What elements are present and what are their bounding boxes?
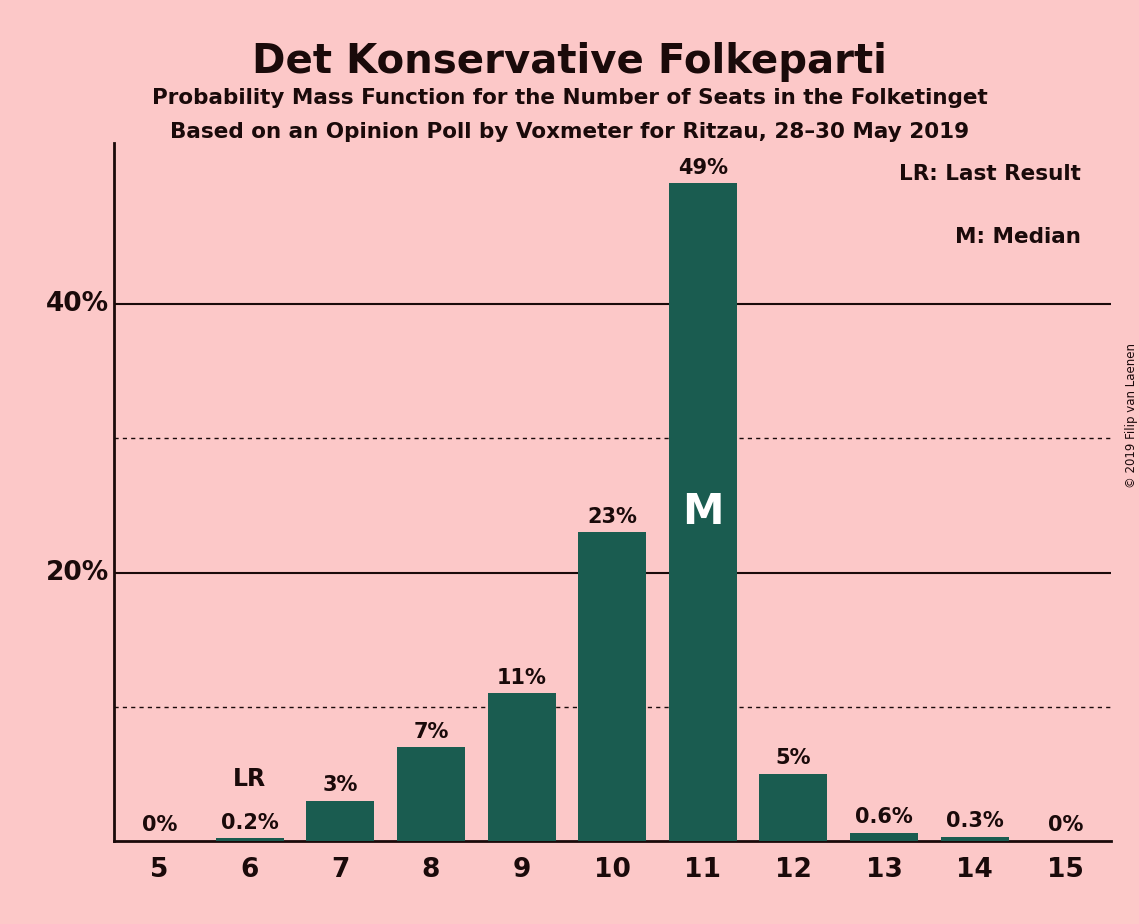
Text: Det Konservative Folkeparti: Det Konservative Folkeparti: [252, 42, 887, 81]
Text: M: Median: M: Median: [954, 227, 1081, 247]
Text: 0%: 0%: [1048, 816, 1083, 835]
Text: 23%: 23%: [588, 507, 637, 527]
Text: 20%: 20%: [46, 560, 109, 586]
Text: 11%: 11%: [497, 668, 547, 687]
Bar: [398, 747, 465, 841]
Text: 0%: 0%: [141, 816, 177, 835]
Text: © 2019 Filip van Laenen: © 2019 Filip van Laenen: [1124, 344, 1138, 488]
Bar: [850, 833, 918, 841]
Text: LR: Last Result: LR: Last Result: [899, 164, 1081, 184]
Bar: [760, 773, 827, 841]
Text: M: M: [682, 492, 723, 533]
Bar: [579, 532, 646, 841]
Text: 0.6%: 0.6%: [855, 808, 912, 827]
Text: 5%: 5%: [776, 748, 811, 769]
Text: 0.2%: 0.2%: [221, 813, 279, 833]
Bar: [941, 837, 1009, 841]
Text: LR: LR: [233, 767, 267, 791]
Text: 0.3%: 0.3%: [945, 811, 1003, 832]
Bar: [215, 838, 284, 841]
Text: 7%: 7%: [413, 722, 449, 742]
Text: 40%: 40%: [47, 291, 109, 317]
Text: 49%: 49%: [678, 158, 728, 178]
Bar: [669, 184, 737, 841]
Text: Probability Mass Function for the Number of Seats in the Folketinget: Probability Mass Function for the Number…: [151, 88, 988, 108]
Bar: [306, 800, 375, 841]
Bar: [487, 693, 556, 841]
Text: 3%: 3%: [322, 775, 358, 796]
Text: Based on an Opinion Poll by Voxmeter for Ritzau, 28–30 May 2019: Based on an Opinion Poll by Voxmeter for…: [170, 122, 969, 142]
